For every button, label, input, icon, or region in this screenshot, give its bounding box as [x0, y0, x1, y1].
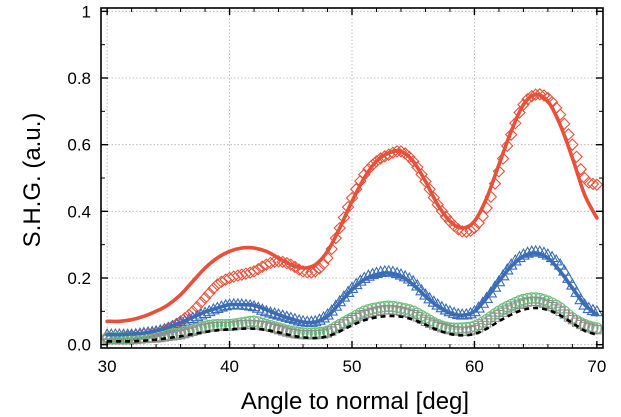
marker-diamond: [207, 282, 220, 295]
y-axis-title: S.H.G. (a.u.): [19, 113, 46, 248]
marker-diamond: [227, 270, 241, 283]
marker-diamond: [194, 296, 208, 309]
y-tick-label: 0.2: [67, 269, 91, 288]
marker-diamond: [264, 256, 277, 270]
y-tick-label: 0.6: [67, 136, 91, 155]
grid: [101, 8, 603, 348]
marker-diamond: [582, 176, 596, 189]
fit-line-red: [105, 92, 599, 324]
y-tick-labels: 0.0 0.2 0.4 0.6 0.8 1: [67, 2, 91, 354]
marker-diamond: [329, 231, 343, 245]
marker-diamond: [496, 152, 510, 165]
marker-diamond: [308, 265, 322, 278]
fit-lines: [105, 92, 599, 343]
marker-diamond: [513, 106, 526, 119]
x-tick-label: 40: [220, 357, 239, 376]
marker-diamond: [509, 116, 522, 130]
marker-diamond: [419, 175, 432, 188]
y-tick-label: 0.0: [67, 336, 91, 355]
marker-diamond: [435, 204, 449, 218]
marker-diamond: [268, 255, 281, 269]
marker-diamond: [190, 300, 204, 314]
marker-square: [592, 324, 602, 335]
marker-diamond: [504, 128, 518, 141]
marker-diamond: [333, 221, 347, 235]
marker-triangle: [484, 285, 498, 298]
fit-line-blue: [105, 251, 599, 337]
marker-diamond: [202, 286, 216, 300]
marker-diamond: [423, 182, 436, 196]
marker-diamond: [231, 269, 245, 282]
x-tick-label: 30: [98, 357, 117, 376]
marker-diamond: [533, 88, 547, 101]
axis-ticks: [101, 8, 603, 348]
x-tick-label: 60: [465, 357, 484, 376]
marker-diamond: [251, 262, 265, 276]
marker-diamond: [460, 225, 473, 239]
y-tick-label: 1: [82, 2, 91, 21]
marker-diamond: [517, 98, 530, 111]
marker-triangle: [492, 274, 506, 287]
y-tick-label: 0.8: [67, 69, 91, 88]
fit-line-black: [107, 306, 598, 343]
marker-triangle: [533, 245, 547, 257]
x-axis-title: Angle to normal [deg]: [241, 388, 469, 415]
marker-diamond: [313, 262, 326, 275]
marker-diamond: [529, 88, 542, 101]
marker-diamond: [305, 266, 318, 279]
marker-diamond: [247, 265, 261, 278]
y-tick-label: 0.4: [67, 202, 91, 221]
marker-diamond: [215, 275, 228, 289]
marker-diamond: [500, 139, 514, 153]
marker-diamond: [198, 291, 212, 305]
marker-triangle: [382, 264, 396, 277]
marker-diamond: [586, 177, 600, 191]
x-tick-labels: 30 40 50 60 70: [98, 357, 607, 376]
marker-diamond: [211, 278, 224, 291]
x-tick-label: 50: [343, 357, 362, 376]
marker-diamond: [590, 178, 604, 191]
x-tick-label: 70: [587, 357, 606, 376]
